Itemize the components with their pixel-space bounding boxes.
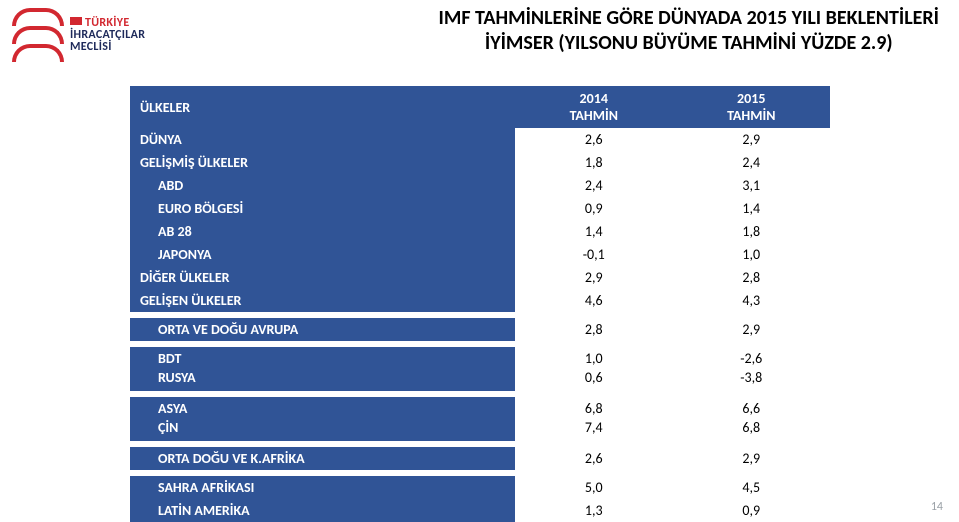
logo-line3: MECLİSİ	[70, 41, 145, 53]
row-label: GELİŞMİŞ ÜLKELER	[130, 151, 515, 174]
page-title: IMF TAHMİNLERİNE GÖRE DÜNYADA 2015 YILI …	[439, 6, 939, 56]
table-row: BDTRUSYA 1,00,6 -2,6-3,8	[130, 347, 830, 391]
row-label: EURO BÖLGESİ	[130, 197, 515, 220]
row-val-2015: 2,9	[673, 128, 831, 151]
row-val-2014: 1,3	[515, 499, 673, 522]
row-val-2015: 2,9	[673, 318, 831, 341]
row-val-2015: 4,5	[673, 476, 831, 499]
row-val-2015: 0,9	[673, 499, 831, 522]
row-val-2014: 4,6	[515, 289, 673, 312]
logo-mark	[12, 8, 64, 62]
row-val-2014: 1,00,6	[515, 347, 673, 391]
col-header-2014: 2014TAHMİN	[515, 86, 673, 128]
row-val-2015: 1,0	[673, 243, 831, 266]
row-val-2015: 1,8	[673, 220, 831, 243]
row-val-2015: 3,1	[673, 174, 831, 197]
table-row: GELİŞMİŞ ÜLKELER 1,8 2,4	[130, 151, 830, 174]
row-label: GELİŞEN ÜLKELER	[130, 289, 515, 312]
row-label: DİĞER ÜLKELER	[130, 266, 515, 289]
row-val-2015: 2,8	[673, 266, 831, 289]
row-val-2014: 5,0	[515, 476, 673, 499]
row-val-2015: 1,4	[673, 197, 831, 220]
row-val-2014: 2,4	[515, 174, 673, 197]
table-header-row: ÜLKELER 2014TAHMİN 2015TAHMİN	[130, 86, 830, 128]
row-label: SAHRA AFRİKASI	[130, 476, 515, 499]
table-row: EURO BÖLGESİ 0,9 1,4	[130, 197, 830, 220]
row-label: ASYAÇİN	[130, 397, 515, 441]
row-label: ORTA VE DOĞU AVRUPA	[130, 318, 515, 341]
row-val-2015: -2,6-3,8	[673, 347, 831, 391]
row-label: BDTRUSYA	[130, 347, 515, 391]
table-row: AB 28 1,4 1,8	[130, 220, 830, 243]
table-row: ASYAÇİN 6,87,4 6,66,8	[130, 397, 830, 441]
table-row: DÜNYA 2,6 2,9	[130, 128, 830, 151]
col-header-countries: ÜLKELER	[130, 86, 515, 128]
forecast-table-container: ÜLKELER 2014TAHMİN 2015TAHMİN DÜNYA 2,6 …	[130, 86, 830, 522]
table-row: JAPONYA -0,1 1,0	[130, 243, 830, 266]
table-row: LATİN AMERİKA 1,3 0,9	[130, 499, 830, 522]
table-row: ABD 2,4 3,1	[130, 174, 830, 197]
row-val-2015: 2,9	[673, 447, 831, 470]
row-label: JAPONYA	[130, 243, 515, 266]
row-val-2014: 2,6	[515, 447, 673, 470]
title-line-1: IMF TAHMİNLERİNE GÖRE DÜNYADA 2015 YILI …	[439, 6, 939, 31]
logo-text: TÜRKİYE İHRACATÇILAR MECLİSİ	[70, 17, 145, 53]
table-row: ORTA DOĞU VE K.AFRİKA 2,6 2,9	[130, 447, 830, 470]
page-number: 14	[931, 500, 943, 514]
brand-logo: TÜRKİYE İHRACATÇILAR MECLİSİ	[12, 8, 145, 62]
row-label: DÜNYA	[130, 128, 515, 151]
row-label: ORTA DOĞU VE K.AFRİKA	[130, 447, 515, 470]
table-row: GELİŞEN ÜLKELER 4,6 4,3	[130, 289, 830, 312]
row-val-2014: 6,87,4	[515, 397, 673, 441]
col-header-2015: 2015TAHMİN	[673, 86, 831, 128]
row-label: AB 28	[130, 220, 515, 243]
row-val-2014: 1,8	[515, 151, 673, 174]
row-val-2014: 0,9	[515, 197, 673, 220]
table-row: ORTA VE DOĞU AVRUPA 2,8 2,9	[130, 318, 830, 341]
row-val-2014: 1,4	[515, 220, 673, 243]
row-label: ABD	[130, 174, 515, 197]
row-val-2014: 2,8	[515, 318, 673, 341]
row-label: LATİN AMERİKA	[130, 499, 515, 522]
row-val-2014: 2,6	[515, 128, 673, 151]
row-val-2015: 4,3	[673, 289, 831, 312]
row-val-2014: 2,9	[515, 266, 673, 289]
row-val-2015: 2,4	[673, 151, 831, 174]
row-val-2014: -0,1	[515, 243, 673, 266]
row-val-2015: 6,66,8	[673, 397, 831, 441]
title-line-2: İYİMSER (YILSONU BÜYÜME TAHMİNİ YÜZDE 2.…	[439, 31, 939, 56]
forecast-table: ÜLKELER 2014TAHMİN 2015TAHMİN DÜNYA 2,6 …	[130, 86, 830, 522]
table-row: SAHRA AFRİKASI 5,0 4,5	[130, 476, 830, 499]
table-row: DİĞER ÜLKELER 2,9 2,8	[130, 266, 830, 289]
